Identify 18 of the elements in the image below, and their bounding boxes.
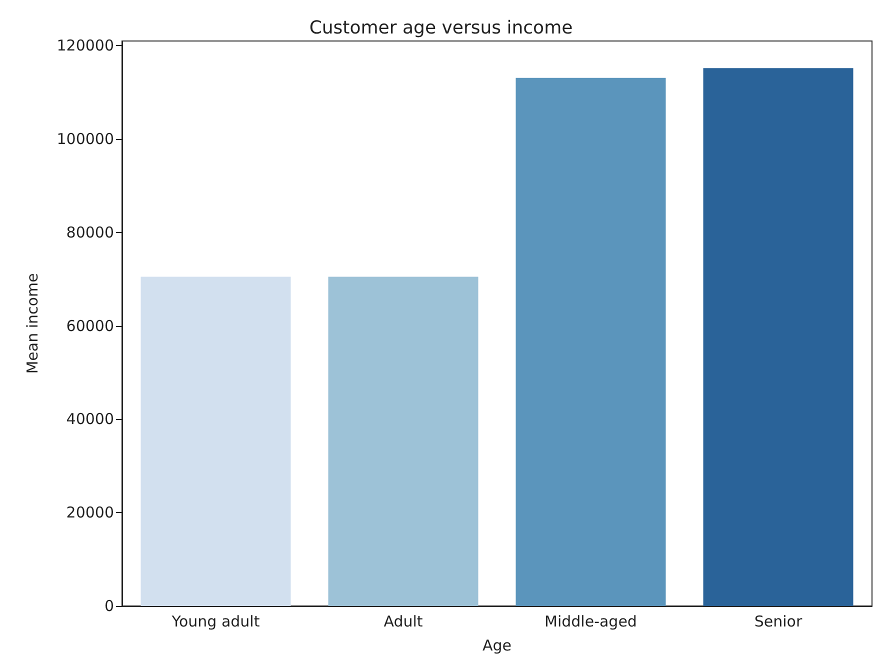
chart-title: Customer age versus income xyxy=(309,18,573,38)
bar xyxy=(703,68,854,606)
y-tick-label: 80000 xyxy=(66,223,114,242)
x-tick-label: Middle-aged xyxy=(544,612,637,630)
x-axis-title: Age xyxy=(482,636,512,654)
bar xyxy=(516,78,666,606)
y-tick-label: 120000 xyxy=(56,36,114,55)
bar xyxy=(140,276,291,606)
y-tick-label: 60000 xyxy=(66,316,114,335)
bar xyxy=(328,276,478,606)
y-tick-label: 40000 xyxy=(66,410,114,428)
x-tick-label: Adult xyxy=(384,612,423,630)
y-axis-title: Mean income xyxy=(24,273,42,374)
x-tick-label: Young adult xyxy=(170,612,260,630)
x-tick-label: Senior xyxy=(754,612,803,630)
y-tick-label: 100000 xyxy=(56,130,114,148)
y-tick-label: 0 xyxy=(104,597,114,615)
y-tick-label: 20000 xyxy=(66,504,114,522)
